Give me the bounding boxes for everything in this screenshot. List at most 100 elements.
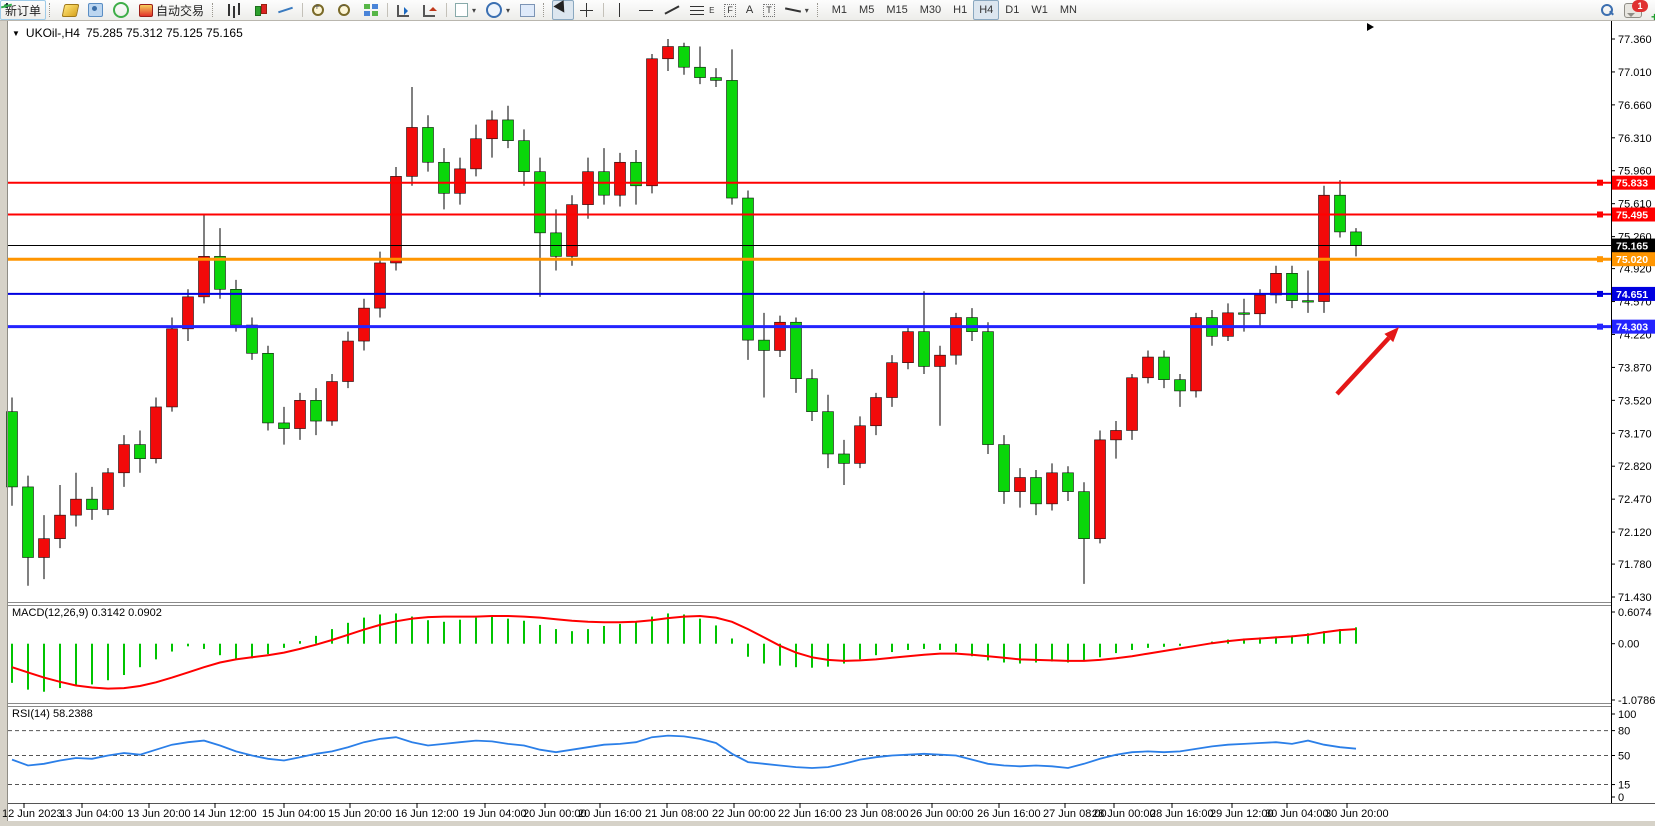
fibonacci-button[interactable]: E bbox=[685, 0, 719, 20]
timeframe-d1-button[interactable]: D1 bbox=[1005, 4, 1020, 16]
panel-separator[interactable] bbox=[8, 605, 1611, 606]
candle-up bbox=[774, 321, 786, 351]
panel-separator[interactable] bbox=[8, 602, 1611, 603]
text-button[interactable]: A bbox=[741, 0, 758, 20]
level-line-handle[interactable] bbox=[1597, 211, 1603, 218]
new-order-button[interactable]: 新订单 bbox=[0, 0, 47, 20]
candle-down bbox=[438, 161, 450, 194]
candle-down bbox=[758, 339, 770, 351]
price-tick-label: 74.920 bbox=[1618, 264, 1652, 276]
tile-windows-button[interactable] bbox=[358, 0, 384, 20]
channel-button[interactable]: F bbox=[719, 0, 741, 20]
candle-up bbox=[950, 317, 962, 356]
search-button[interactable] bbox=[1595, 0, 1619, 20]
level-line-handle[interactable] bbox=[1597, 290, 1603, 297]
bar-chart-icon bbox=[226, 3, 242, 17]
collapse-triangle-icon[interactable]: ▼ bbox=[12, 28, 20, 38]
symbol-period-label: UKOil-,H4 bbox=[25, 26, 80, 40]
trendline-button[interactable] bbox=[659, 0, 685, 20]
candle-up bbox=[1046, 472, 1058, 505]
candle-down bbox=[518, 140, 530, 172]
bar-chart-button[interactable] bbox=[221, 0, 247, 20]
new-chart-button[interactable]: ▾ bbox=[450, 0, 481, 20]
timeframe-w1-button[interactable]: W1 bbox=[1031, 4, 1048, 16]
chat-bubble-icon: 1 bbox=[1624, 0, 1648, 18]
zoom-out-button[interactable] bbox=[332, 0, 358, 20]
arrow-tools-button[interactable]: ▾ bbox=[780, 0, 814, 20]
timeframe-m5-button[interactable]: M5 bbox=[859, 4, 875, 16]
panel-separator[interactable] bbox=[8, 706, 1611, 707]
auto-scroll-button[interactable] bbox=[391, 0, 417, 20]
timeframe-m30-button[interactable]: M30 bbox=[919, 4, 942, 16]
candlestick-chart-button[interactable] bbox=[247, 0, 273, 20]
macd-tick-label: 0.6074 bbox=[1618, 607, 1652, 619]
timeframe-mn-button[interactable]: MN bbox=[1059, 4, 1077, 16]
time-tick-label: 27 Jun 08:00 bbox=[1043, 808, 1107, 820]
timeframe-h1-button[interactable]: H1 bbox=[953, 4, 968, 16]
profiles-button[interactable]: ▾ bbox=[481, 0, 515, 20]
candle-down bbox=[694, 66, 706, 78]
panel-separator[interactable] bbox=[8, 703, 1611, 704]
level-line-handle[interactable] bbox=[1597, 323, 1603, 330]
candle-down bbox=[1078, 491, 1090, 539]
timeframe-h4-button[interactable]: H4 bbox=[973, 0, 1000, 20]
price-tick-label: 76.660 bbox=[1618, 100, 1652, 112]
candle-up bbox=[662, 46, 674, 60]
candle-down bbox=[966, 317, 978, 332]
signal-broadcast-icon bbox=[113, 2, 130, 18]
fibonacci-label: E bbox=[709, 5, 715, 15]
templates-button[interactable] bbox=[515, 0, 540, 20]
line-chart-icon bbox=[278, 3, 294, 17]
gold-stack-icon bbox=[61, 3, 80, 17]
line-chart-button[interactable] bbox=[273, 0, 299, 20]
cursor-button[interactable] bbox=[552, 0, 575, 21]
arrow-annotation-head[interactable] bbox=[1384, 327, 1399, 343]
zoom-in-button[interactable] bbox=[306, 0, 332, 20]
candle-up bbox=[1142, 356, 1154, 379]
candle-up bbox=[54, 514, 66, 539]
time-tick-label: 15 Jun 04:00 bbox=[262, 808, 326, 820]
macd-label: MACD(12,26,9) 0.3142 0.0902 bbox=[12, 607, 162, 619]
candle-down bbox=[246, 324, 258, 354]
history-center-button[interactable] bbox=[58, 0, 83, 20]
autotrading-button[interactable]: 自动交易 bbox=[134, 0, 209, 20]
chart-title: ▼ UKOil-,H4 75.285 75.312 75.125 75.165 bbox=[12, 26, 243, 40]
candle-down bbox=[86, 498, 98, 510]
price-tag-label: 74.303 bbox=[1616, 322, 1648, 334]
candle-up bbox=[406, 127, 418, 177]
candle-down bbox=[422, 127, 434, 163]
signals-button[interactable] bbox=[108, 0, 134, 20]
time-tick-label: 15 Jun 20:00 bbox=[328, 808, 392, 820]
macd-tick-label: -1.0786 bbox=[1618, 695, 1655, 707]
time-tick-label: 29 Jun 12:00 bbox=[1210, 808, 1274, 820]
timeframe-m1-button[interactable]: M1 bbox=[831, 4, 848, 16]
new-chart-icon bbox=[455, 3, 469, 17]
time-tick-label: 14 Jun 12:00 bbox=[193, 808, 257, 820]
candle-up bbox=[1222, 312, 1234, 337]
candle-down bbox=[6, 411, 18, 488]
clock-icon bbox=[486, 2, 503, 18]
notifications-button[interactable]: 1 bbox=[1619, 0, 1649, 20]
price-tick-label: 71.780 bbox=[1618, 559, 1652, 571]
level-line-handle[interactable] bbox=[1597, 256, 1603, 263]
toolbar-separator bbox=[446, 3, 448, 17]
price-tag-label: 75.165 bbox=[1616, 241, 1648, 253]
price-tag bbox=[1612, 252, 1655, 267]
candle-up bbox=[854, 425, 866, 464]
arrow-annotation-shaft[interactable] bbox=[1335, 336, 1391, 396]
chart-shift-button[interactable] bbox=[417, 0, 443, 20]
autotrading-icon bbox=[139, 3, 154, 17]
level-line-handle[interactable] bbox=[1597, 179, 1603, 186]
candle-down bbox=[1350, 231, 1362, 246]
vertical-line-button[interactable] bbox=[607, 0, 633, 20]
rsi-tick-label: 80 bbox=[1618, 726, 1630, 738]
time-tick-label: 20 Jun 16:00 bbox=[578, 808, 642, 820]
trendline-icon bbox=[664, 3, 680, 17]
horizontal-line-button[interactable] bbox=[633, 0, 659, 20]
text-label-button[interactable]: T bbox=[758, 0, 780, 20]
profile-button[interactable] bbox=[83, 0, 108, 20]
candle-up bbox=[1014, 477, 1026, 492]
crosshair-button[interactable] bbox=[574, 0, 600, 20]
timeframe-m15-button[interactable]: M15 bbox=[886, 4, 908, 16]
